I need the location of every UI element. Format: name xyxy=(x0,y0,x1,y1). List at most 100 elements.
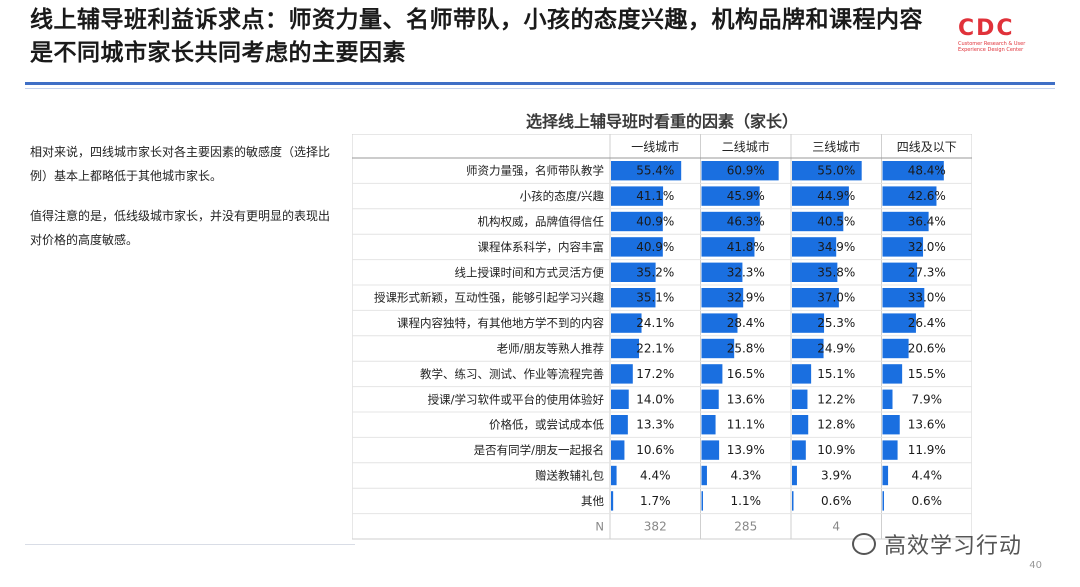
value-bar xyxy=(701,186,760,206)
value-bar xyxy=(611,211,663,232)
category-label: 授课形式新颖，互动性强，能够引起学习兴趣 xyxy=(374,291,604,305)
value-label: 25.8% xyxy=(727,342,765,356)
value-label: 32.0% xyxy=(908,240,946,254)
value-bar xyxy=(792,237,837,257)
watermark-text: 高效学习行动 xyxy=(884,534,1023,559)
value-bar xyxy=(882,491,884,511)
category-label: 是否有同学/朋友一起报名 xyxy=(474,443,604,457)
value-label: 33.0% xyxy=(908,291,946,305)
value-label: 15.5% xyxy=(908,367,946,381)
value-bar xyxy=(701,237,755,257)
value-label: 13.6% xyxy=(908,418,946,432)
value-label: 36.4% xyxy=(908,215,946,229)
logo-text: CDC xyxy=(958,16,1015,41)
value-label: 34.9% xyxy=(817,240,855,254)
footer-divider xyxy=(25,544,355,545)
category-label: 教学、练习、测试、作业等流程完善 xyxy=(420,367,604,381)
n-value: 4 xyxy=(832,519,840,533)
category-label: 线上授课时间和方式灵活方便 xyxy=(455,265,605,279)
value-label: 13.6% xyxy=(727,392,765,406)
value-bar xyxy=(882,364,903,384)
value-label: 15.1% xyxy=(817,367,855,381)
value-bar xyxy=(792,313,825,333)
value-label: 13.3% xyxy=(636,418,674,432)
category-label: 其他 xyxy=(581,494,604,508)
value-label: 0.6% xyxy=(912,494,943,508)
value-bar xyxy=(701,288,744,308)
value-label: 46.3% xyxy=(727,215,765,229)
value-label: 42.6% xyxy=(908,189,946,203)
value-bar xyxy=(701,465,707,486)
value-bar xyxy=(882,161,944,181)
value-bar xyxy=(792,465,797,486)
value-bar xyxy=(611,313,642,333)
value-bar xyxy=(792,186,849,206)
value-label: 32.3% xyxy=(727,265,765,279)
value-label: 3.9% xyxy=(821,469,852,483)
value-label: 7.9% xyxy=(912,392,943,406)
value-label: 40.5% xyxy=(817,215,855,229)
value-label: 44.9% xyxy=(817,189,855,203)
value-label: 12.8% xyxy=(817,418,855,432)
value-label: 24.1% xyxy=(636,316,674,330)
value-bar xyxy=(792,338,824,359)
value-label: 40.9% xyxy=(636,215,674,229)
value-bar xyxy=(611,389,629,409)
page-number: 40 xyxy=(1029,560,1042,571)
watermark: 高效学习行动 xyxy=(852,528,1062,559)
value-label: 37.0% xyxy=(817,291,855,305)
note-paragraph-1: 相对来说，四线城市家长对各主要因素的敏感度（选择比例）基本上都略低于其他城市家长… xyxy=(30,145,331,183)
value-bar xyxy=(792,415,809,435)
value-label: 0.6% xyxy=(821,494,852,508)
n-value: 382 xyxy=(644,519,667,533)
category-label: 授课/学习软件或平台的使用体验好 xyxy=(428,392,605,406)
value-bar xyxy=(611,491,614,511)
value-bar xyxy=(701,313,738,333)
chart-title: 选择线上辅导班时看重的因素（家长） xyxy=(525,112,798,131)
value-label: 35.2% xyxy=(636,265,674,279)
value-bar xyxy=(701,415,716,435)
value-label: 40.9% xyxy=(636,240,674,254)
note-paragraph-2: 值得注意的是，低线级城市家长，并没有更明显的表现出对价格的高度敏感。 xyxy=(30,209,331,247)
category-label: 赠送教辅礼包 xyxy=(535,469,604,483)
value-bar xyxy=(611,338,640,359)
value-bar xyxy=(882,262,918,282)
value-bar xyxy=(611,364,633,384)
value-label: 48.4% xyxy=(908,164,946,178)
value-bar xyxy=(792,440,806,460)
value-bar xyxy=(701,262,743,282)
header-divider xyxy=(25,82,1055,85)
value-bar xyxy=(701,338,735,359)
value-bar xyxy=(611,415,628,435)
value-label: 13.9% xyxy=(727,443,765,457)
n-label: N xyxy=(595,519,604,533)
value-label: 55.4% xyxy=(636,164,674,178)
column-header: 四线及以下 xyxy=(897,140,957,154)
logo-subtitle: Customer Research & User Experience Desi… xyxy=(958,41,1026,53)
value-label: 10.9% xyxy=(817,443,855,457)
value-label: 41.1% xyxy=(636,189,674,203)
value-label: 24.9% xyxy=(817,342,855,356)
value-bar xyxy=(792,211,844,232)
value-bar xyxy=(701,440,720,460)
wechat-icon xyxy=(852,533,876,555)
value-label: 16.5% xyxy=(727,367,765,381)
value-label: 1.7% xyxy=(640,494,671,508)
value-bar xyxy=(611,440,625,460)
n-value: 285 xyxy=(734,519,757,533)
value-bar xyxy=(882,186,937,206)
category-label: 课程体系科学，内容丰富 xyxy=(478,240,605,254)
value-label: 10.6% xyxy=(636,443,674,457)
value-label: 20.6% xyxy=(908,342,946,356)
value-bar xyxy=(611,288,656,308)
value-label: 25.3% xyxy=(817,316,855,330)
value-bar xyxy=(701,211,761,232)
column-header: 三线城市 xyxy=(812,139,860,154)
value-bar xyxy=(701,491,703,511)
value-bar xyxy=(882,415,900,435)
value-bar xyxy=(882,338,909,359)
category-label: 价格低，或尝试成本低 xyxy=(489,418,604,432)
value-label: 55.0% xyxy=(817,164,855,178)
value-label: 4.4% xyxy=(640,469,671,483)
